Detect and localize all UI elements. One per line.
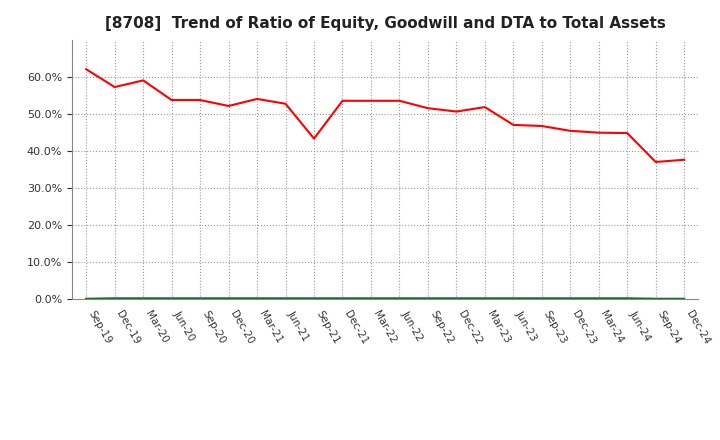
- Deferred Tax Assets: [509, 297, 518, 302]
- Deferred Tax Assets: [253, 297, 261, 302]
- Deferred Tax Assets: [480, 297, 489, 302]
- Equity: [225, 103, 233, 109]
- Equity: [395, 98, 404, 103]
- Equity: [623, 130, 631, 136]
- Deferred Tax Assets: [139, 297, 148, 302]
- Equity: [509, 122, 518, 128]
- Equity: [282, 101, 290, 106]
- Deferred Tax Assets: [338, 297, 347, 302]
- Goodwill: [167, 296, 176, 301]
- Equity: [566, 128, 575, 133]
- Equity: [310, 136, 318, 141]
- Equity: [595, 130, 603, 136]
- Equity: [139, 78, 148, 83]
- Goodwill: [395, 296, 404, 301]
- Equity: [167, 97, 176, 103]
- Deferred Tax Assets: [167, 297, 176, 302]
- Goodwill: [225, 296, 233, 301]
- Deferred Tax Assets: [566, 297, 575, 302]
- Equity: [196, 97, 204, 103]
- Goodwill: [139, 296, 148, 301]
- Deferred Tax Assets: [452, 297, 461, 302]
- Equity: [423, 106, 432, 111]
- Line: Equity: Equity: [86, 69, 684, 162]
- Equity: [253, 96, 261, 102]
- Deferred Tax Assets: [310, 297, 318, 302]
- Deferred Tax Assets: [680, 297, 688, 302]
- Goodwill: [310, 296, 318, 301]
- Deferred Tax Assets: [82, 297, 91, 302]
- Equity: [452, 109, 461, 114]
- Deferred Tax Assets: [652, 297, 660, 302]
- Goodwill: [82, 296, 91, 301]
- Goodwill: [282, 296, 290, 301]
- Equity: [366, 98, 375, 103]
- Goodwill: [480, 296, 489, 301]
- Goodwill: [253, 296, 261, 301]
- Equity: [480, 104, 489, 110]
- Equity: [110, 84, 119, 90]
- Deferred Tax Assets: [282, 297, 290, 302]
- Goodwill: [423, 296, 432, 301]
- Equity: [82, 66, 91, 72]
- Deferred Tax Assets: [196, 297, 204, 302]
- Deferred Tax Assets: [395, 297, 404, 302]
- Goodwill: [680, 296, 688, 301]
- Goodwill: [338, 296, 347, 301]
- Equity: [338, 98, 347, 103]
- Deferred Tax Assets: [423, 297, 432, 302]
- Goodwill: [623, 296, 631, 301]
- Goodwill: [566, 296, 575, 301]
- Goodwill: [537, 296, 546, 301]
- Deferred Tax Assets: [225, 297, 233, 302]
- Deferred Tax Assets: [537, 297, 546, 302]
- Equity: [652, 159, 660, 165]
- Goodwill: [110, 296, 119, 301]
- Equity: [537, 123, 546, 128]
- Deferred Tax Assets: [595, 297, 603, 302]
- Title: [8708]  Trend of Ratio of Equity, Goodwill and DTA to Total Assets: [8708] Trend of Ratio of Equity, Goodwil…: [105, 16, 665, 32]
- Goodwill: [652, 296, 660, 301]
- Goodwill: [595, 296, 603, 301]
- Goodwill: [509, 296, 518, 301]
- Deferred Tax Assets: [366, 297, 375, 302]
- Deferred Tax Assets: [110, 297, 119, 302]
- Goodwill: [196, 296, 204, 301]
- Deferred Tax Assets: [623, 297, 631, 302]
- Equity: [680, 157, 688, 162]
- Goodwill: [366, 296, 375, 301]
- Goodwill: [452, 296, 461, 301]
